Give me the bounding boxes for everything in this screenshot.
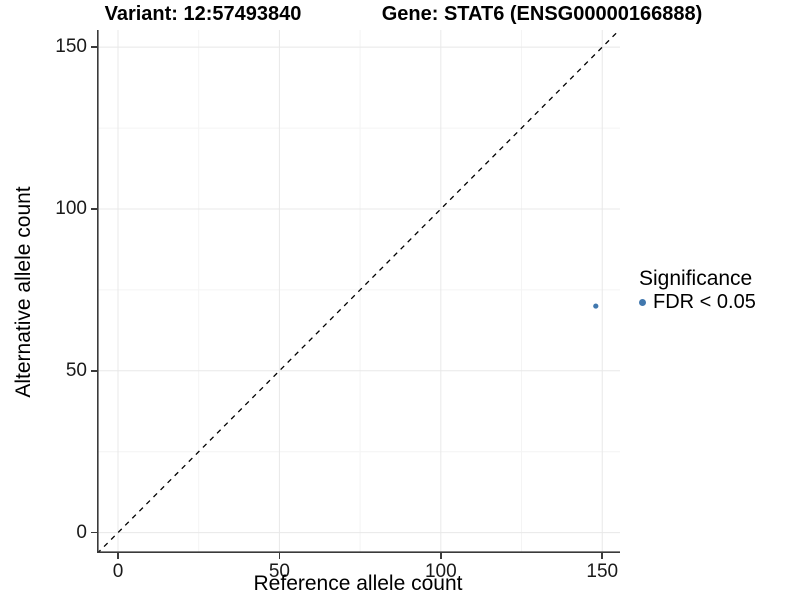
data-point: [593, 303, 599, 309]
y-tick-label: 150: [55, 36, 87, 58]
x-tick-label: 100: [424, 561, 457, 582]
x-tick-mark: [440, 553, 442, 559]
x-tick-label: 50: [268, 561, 290, 582]
legend: Significance FDR < 0.05: [639, 268, 756, 313]
x-tick-label: 0: [112, 561, 124, 582]
x-tick-label: 150: [586, 561, 619, 582]
y-tick-mark: [91, 208, 97, 210]
plot-panel: [97, 30, 620, 553]
legend-point-swatch-icon: [639, 298, 646, 306]
y-tick-mark: [91, 46, 97, 48]
x-tick-mark: [601, 553, 603, 559]
y-tick-mark: [91, 370, 97, 372]
y-tick-label: 100: [55, 197, 87, 219]
y-tick-label: 0: [76, 521, 87, 543]
x-tick-mark: [278, 553, 281, 559]
x-tick-mark: [117, 553, 119, 559]
plot-title-gene: Gene: STAT6 (ENSG00000166888): [381, 3, 703, 25]
legend-item-fdr: FDR < 0.05: [639, 291, 756, 313]
y-tick-mark: [91, 531, 97, 534]
scatter-plot-svg: [97, 30, 620, 553]
plot-title-variant: Variant: 12:57493840: [104, 3, 302, 25]
legend-title: Significance: [639, 267, 753, 290]
legend-item-label: FDR < 0.05: [653, 291, 756, 313]
x-axis-title: Reference allele count: [253, 572, 463, 595]
y-tick-label: 50: [65, 359, 87, 381]
identity-line: [97, 30, 620, 553]
